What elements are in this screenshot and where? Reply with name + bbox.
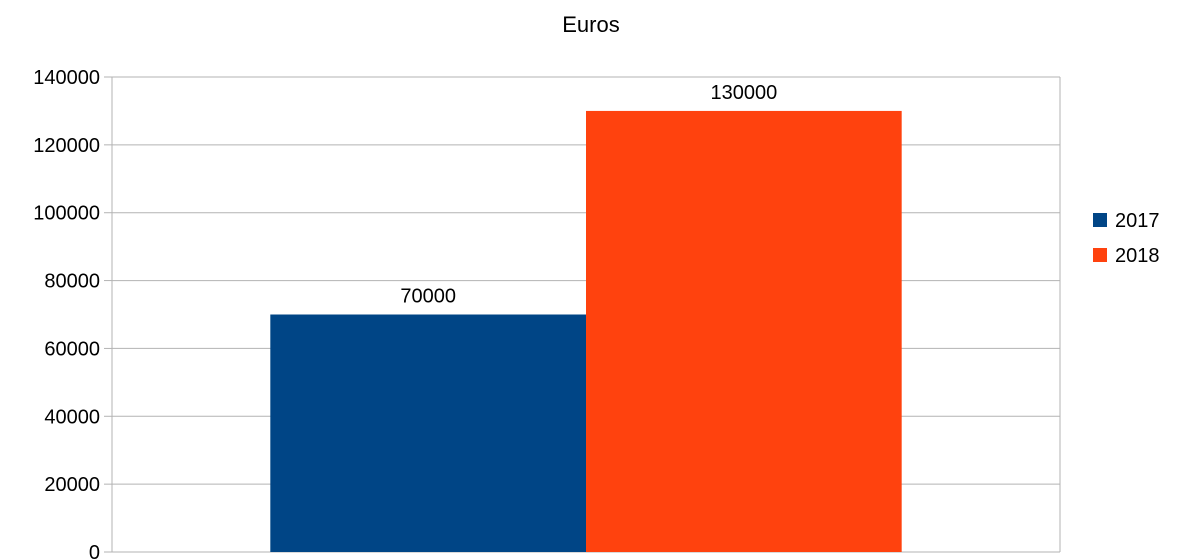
y-tick-label: 120000: [33, 135, 100, 157]
y-tick-label: 0: [89, 542, 100, 560]
legend-label-2017: 2017: [1115, 210, 1160, 232]
chart-title: Euros: [562, 12, 619, 37]
y-tick-label: 60000: [44, 338, 100, 360]
y-axis: 0 20000 40000 60000 80000 100000 120000 140000: [33, 67, 1061, 560]
legend-swatch-2017: [1093, 213, 1107, 227]
y-tick-label: 80000: [44, 271, 100, 293]
y-tick-label: 140000: [33, 67, 100, 89]
bars: [270, 110, 902, 552]
bar-2017: [270, 314, 586, 552]
legend-label-2018: 2018: [1115, 245, 1160, 267]
legend-swatch-2018: [1093, 248, 1107, 262]
y-tick-label: 20000: [44, 474, 100, 496]
data-labels: 70000 130000: [400, 82, 777, 308]
bar-2018: [586, 110, 902, 552]
y-tick-label: 40000: [44, 406, 100, 428]
legend: 2017 2018: [1093, 210, 1160, 267]
data-label-2018: 130000: [710, 82, 777, 104]
data-label-2017: 70000: [400, 286, 456, 308]
y-tick-label: 100000: [33, 203, 100, 225]
